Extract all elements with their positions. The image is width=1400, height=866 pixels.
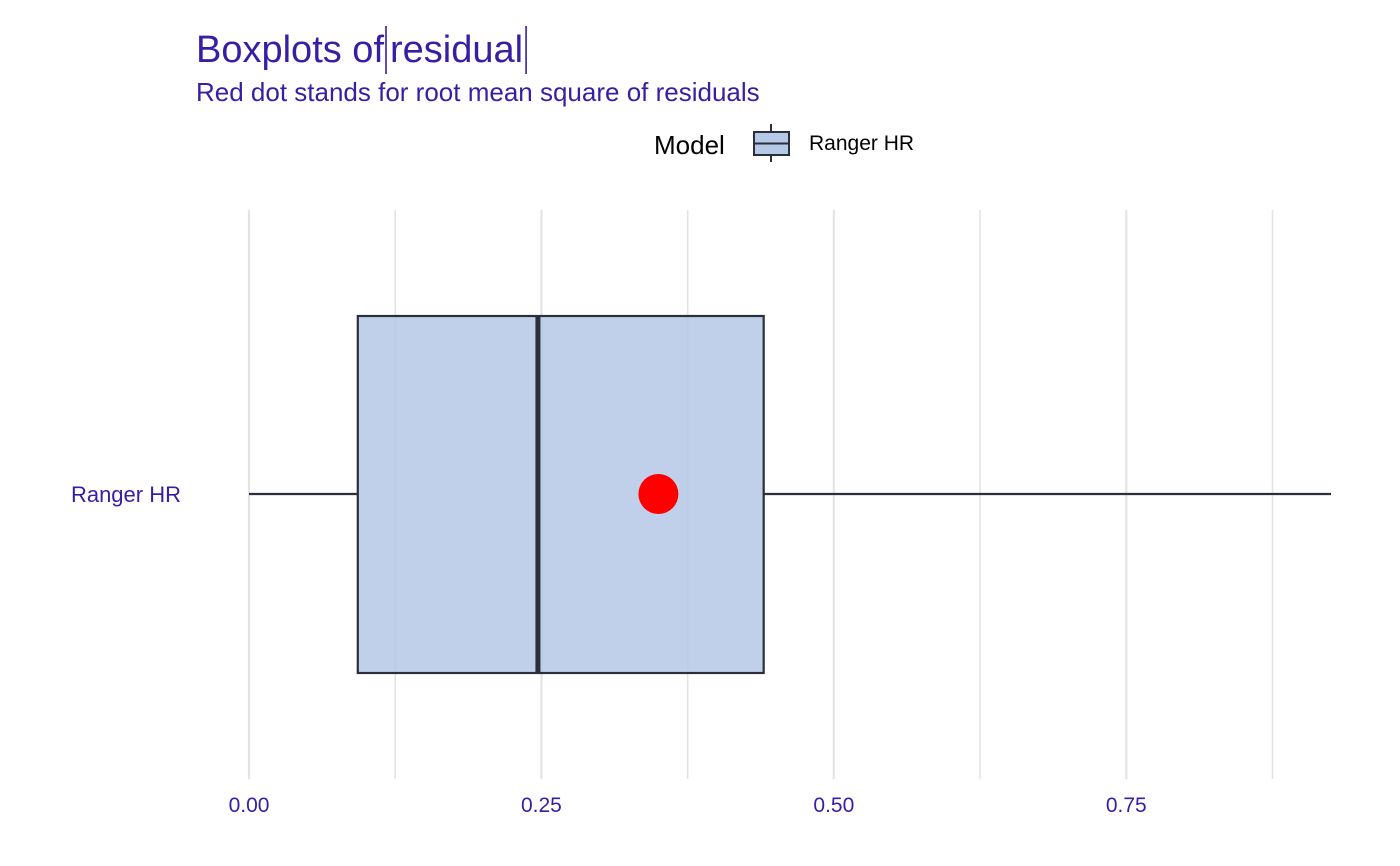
x-tick-label: 0.50 — [813, 794, 854, 817]
y-category-label: Ranger HR — [71, 482, 181, 507]
chart-title-variable: residual — [390, 29, 523, 71]
legend-key-boxplot — [753, 124, 790, 162]
rmse-point — [638, 474, 679, 514]
legend-entry-label: Ranger HR — [809, 132, 914, 155]
y-axis: Ranger HR — [71, 482, 181, 507]
x-tick-label: 0.75 — [1106, 794, 1147, 817]
legend-title: Model — [654, 130, 725, 160]
chart-title-prefix: Boxplots of — [196, 29, 384, 71]
iqr-box — [356, 314, 765, 675]
x-tick-label: 0.00 — [229, 794, 270, 817]
chart-subtitle: Red dot stands for root mean square of r… — [196, 77, 760, 107]
x-axis: 0.00 0.25 0.50 0.75 — [229, 794, 1147, 817]
legend: Model Ranger HR — [654, 124, 914, 162]
chart-title-group: Boxplots of residual — [196, 26, 527, 74]
x-tick-label: 0.25 — [521, 794, 562, 817]
plot-area — [249, 314, 1331, 675]
